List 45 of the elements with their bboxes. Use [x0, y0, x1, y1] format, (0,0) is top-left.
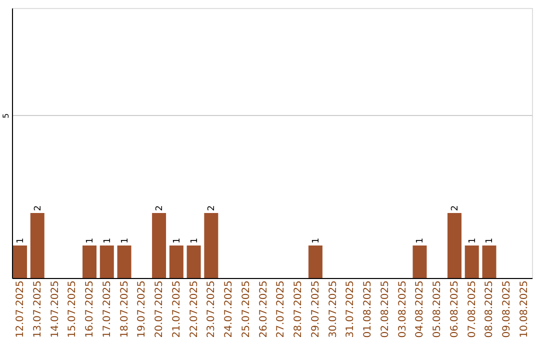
data-label: 1 — [416, 238, 426, 244]
x-tick-label: 20.07.2025 — [154, 280, 166, 338]
x-tick-label: 04.08.2025 — [414, 280, 426, 338]
x-tick-label: 01.08.2025 — [362, 280, 374, 338]
data-label: 1 — [86, 238, 96, 244]
x-tick-label: 28.07.2025 — [293, 280, 304, 338]
x-tick-label: 24.07.2025 — [224, 280, 235, 338]
x-tick-label: 09.08.2025 — [502, 280, 513, 338]
data-label: 1 — [468, 238, 478, 244]
x-tick-label: 05.08.2025 — [432, 280, 444, 338]
x-tick-label: 25.07.2025 — [240, 280, 252, 338]
data-label: 1 — [172, 238, 182, 244]
data-label: 1 — [16, 238, 26, 244]
x-tick-label: 22.07.2025 — [188, 280, 200, 338]
x-tick-label: 03.08.2025 — [397, 280, 408, 338]
x-tick-label: 02.08.2025 — [380, 280, 391, 338]
x-tick-label: 21.07.2025 — [171, 280, 182, 338]
x-tick-label: 13.07.2025 — [32, 280, 44, 338]
x-tick-label: 27.07.2025 — [276, 280, 287, 338]
data-label: 1 — [190, 238, 200, 244]
x-tick-label: 19.07.2025 — [136, 280, 148, 338]
data-label: 1 — [120, 238, 130, 244]
x-tick-label: 29.07.2025 — [310, 280, 322, 338]
data-label: 1 — [102, 238, 113, 244]
x-tick-label: 16.07.2025 — [84, 280, 96, 338]
x-tick-label: 07.08.2025 — [466, 280, 478, 338]
data-label: 2 — [155, 205, 166, 211]
x-tick-label: 12.07.2025 — [14, 280, 26, 338]
data-label: 1 — [311, 238, 322, 244]
data-label: 1 — [485, 238, 496, 244]
x-tick-label: 23.07.2025 — [206, 280, 218, 338]
x-tick-label: 14.07.2025 — [50, 280, 61, 338]
x-tick-label: 08.08.2025 — [484, 280, 496, 338]
x-tick-label: 17.07.2025 — [102, 280, 113, 338]
x-tick-label: 06.08.2025 — [449, 280, 460, 338]
data-label: 2 — [33, 205, 44, 211]
data-label: 2 — [450, 205, 460, 211]
x-tick-label: 10.08.2025 — [519, 280, 530, 338]
x-tick-label: 18.07.2025 — [119, 280, 130, 338]
x-tick-label: 30.07.2025 — [328, 280, 339, 338]
x-tick-label: 26.07.2025 — [258, 280, 270, 338]
data-label: 2 — [207, 205, 218, 211]
x-tick-label: 31.07.2025 — [345, 280, 356, 338]
y-tick-label: 5 — [2, 113, 10, 118]
x-tick-label: 15.07.2025 — [67, 280, 78, 338]
